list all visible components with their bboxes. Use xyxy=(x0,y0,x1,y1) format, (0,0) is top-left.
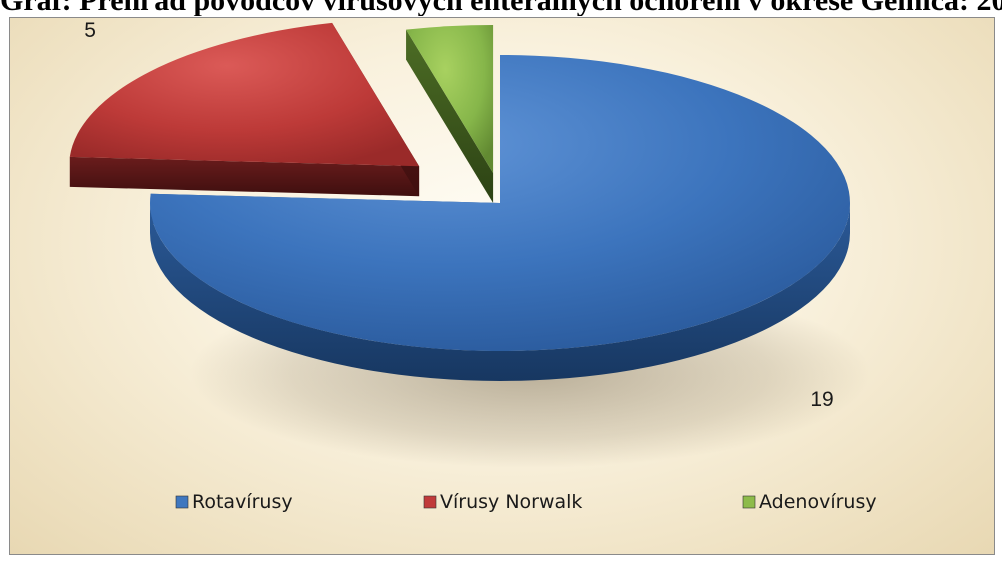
legend-label-adenovirusy: Adenovírusy xyxy=(759,491,877,513)
legend-item-rotavirusy: Rotavírusy xyxy=(175,491,293,513)
data-label-rotavirusy: 19 xyxy=(810,388,833,411)
legend-swatch xyxy=(423,495,437,509)
page-title: Graf: Prehľad pôvodcov vírusových enterá… xyxy=(0,0,1002,16)
legend-label-rotavirusy: Rotavírusy xyxy=(192,491,293,513)
legend: Rotavírusy Vírusy Norwalk Adenovírusy xyxy=(175,491,877,513)
pie-slice-virusy-norwalk xyxy=(69,22,420,197)
pie-slice-rotavirusy xyxy=(150,55,851,381)
legend-swatch xyxy=(742,495,756,509)
legend-item-adenovirusy: Adenovírusy xyxy=(742,491,877,513)
legend-item-virusy-norwalk: Vírusy Norwalk xyxy=(423,491,582,513)
legend-label-virusy-norwalk: Vírusy Norwalk xyxy=(440,491,582,513)
legend-swatch xyxy=(175,495,189,509)
pie-slice-adenovirusy xyxy=(406,24,494,203)
data-label-virusy-norwalk: 5 xyxy=(84,19,96,42)
